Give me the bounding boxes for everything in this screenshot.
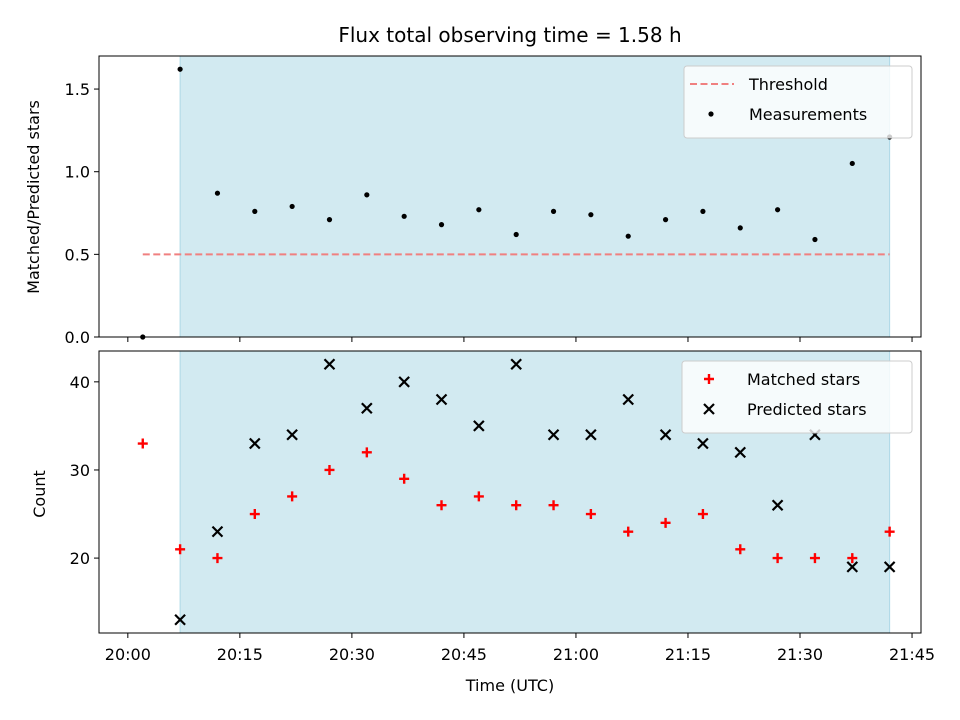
bottom-series-0-point: [772, 553, 783, 564]
top-y-tick-label: 0.0: [65, 328, 90, 347]
bottom-series-1-point: [473, 420, 485, 432]
top-series-0-point: [662, 217, 669, 223]
top-series-0-point: [289, 203, 295, 210]
top-plot-frame: [98, 55, 922, 338]
bottom-series-0-point: [436, 500, 447, 511]
top-legend-label: Measurements: [749, 105, 867, 124]
chart-title: Flux total observing time = 1.58 h: [338, 23, 681, 47]
bottom-legend-box: [681, 360, 913, 434]
bottom-series-1-point: [622, 393, 635, 406]
bottom-y-tick-label: 30: [70, 461, 90, 480]
bottom-series-1-point: [286, 428, 298, 441]
bottom-series-1-point: [435, 393, 448, 406]
top-series-0: [140, 66, 893, 340]
bottom-series-0-point: [884, 526, 895, 537]
top-y-tick-label: 1.0: [65, 163, 90, 182]
x-tick-label: 20:30: [329, 645, 375, 664]
top-series-0-point: [326, 217, 333, 223]
top-series-0-point: [252, 208, 258, 214]
bottom-series-1-point: [771, 499, 784, 511]
bottom-series-0: [137, 438, 895, 564]
bottom-series-1-point: [174, 614, 186, 626]
top-y-tick-label: 1.5: [65, 80, 90, 99]
bottom-legend-label: Predicted stars: [747, 400, 867, 419]
top-series-0-point: [177, 66, 183, 72]
x-tick-label: 20:45: [441, 645, 487, 664]
bottom-series-1-point: [398, 376, 410, 388]
top-series-0-point: [214, 190, 221, 196]
x-tick-label: 20:00: [105, 645, 151, 664]
top-legend-marker-swatch: [708, 111, 714, 117]
top-series-0-point: [737, 225, 743, 231]
top-series-0-point: [550, 208, 557, 214]
top-series-0-point: [513, 231, 519, 238]
bottom-series-1-point: [510, 358, 522, 370]
bottom-series-1-point: [323, 358, 336, 370]
bottom-series-1-point: [734, 446, 747, 459]
x-tick-label: 21:30: [777, 645, 823, 664]
bottom-legend-label: Matched stars: [747, 370, 860, 389]
bottom-series-0-point: [361, 447, 372, 458]
bottom-series-0-point: [287, 491, 298, 502]
bottom-series-1-point: [585, 428, 597, 441]
x-tick-label: 21:00: [553, 645, 599, 664]
bottom-panel: 20 30 40 20:00 20:15 20:30 20:45 21:00 21:15 21:3…: [70, 350, 935, 664]
top-series-0-point: [812, 236, 818, 243]
bottom-series-0-point: [623, 526, 634, 537]
top-series-0-point: [625, 233, 631, 239]
x-axis-label: Time (UTC): [465, 676, 554, 695]
bottom-series-0-point: [511, 500, 522, 511]
bottom-series-0-point: [585, 509, 596, 520]
top-series-0-point: [775, 207, 781, 213]
x-tick-label: 21:45: [889, 645, 935, 664]
bottom-series-0-point: [548, 500, 559, 511]
top-series-0-point: [401, 213, 407, 219]
bottom-series-0-point: [473, 491, 484, 502]
bottom-y-axis-label: Count: [30, 470, 49, 518]
bottom-legend: Matched stars Predicted stars: [681, 360, 913, 434]
bottom-series-0-point: [399, 473, 410, 484]
bottom-plot-frame: [98, 350, 922, 634]
bottom-series-0-point: [847, 553, 858, 564]
top-series-0-point: [438, 222, 445, 228]
bottom-series-1-point: [547, 428, 560, 441]
x-tick-label: 20:15: [217, 645, 263, 664]
top-panel: 0.0 0.5 1.0 1.5 Threshold Measurements: [65, 55, 922, 347]
bottom-series-1-point: [846, 561, 859, 573]
top-series-0-point: [476, 207, 482, 213]
bottom-series-0-point: [137, 438, 148, 449]
top-series-0-point: [849, 160, 855, 167]
bottom-series-0-point: [324, 464, 335, 475]
bottom-series-1-point: [249, 437, 261, 450]
top-y-tick-label: 0.5: [65, 245, 90, 264]
top-series-0-point: [700, 208, 706, 214]
bottom-series-0-point: [249, 509, 260, 520]
bottom-series-0-point: [660, 517, 671, 528]
top-series-0-point: [588, 212, 594, 218]
bottom-legend-marker-swatch: [704, 374, 714, 384]
x-tick-label: 21:15: [665, 645, 711, 664]
bottom-legend-marker-swatch: [703, 403, 715, 415]
bottom-series-1-point: [211, 525, 224, 538]
bottom-series-0-point: [735, 544, 746, 555]
bottom-series-0-point: [809, 553, 820, 564]
bottom-series-0-point: [697, 509, 708, 520]
top-series-0-point: [364, 192, 370, 198]
bottom-series-1-point: [697, 437, 709, 450]
top-y-axis-label: Matched/Predicted stars: [24, 100, 43, 294]
bottom-series-1-point: [361, 402, 373, 415]
bottom-series-0-point: [175, 544, 186, 555]
bottom-series-0-point: [212, 553, 223, 564]
bottom-y-tick-label: 20: [70, 549, 90, 568]
bottom-series-1-point: [659, 428, 672, 441]
top-legend-label: Threshold: [748, 75, 828, 94]
top-legend-box: [683, 65, 913, 139]
bottom-y-tick-label: 40: [70, 373, 90, 392]
bottom-series-1-point: [883, 561, 896, 573]
top-legend: Threshold Measurements: [683, 65, 913, 139]
